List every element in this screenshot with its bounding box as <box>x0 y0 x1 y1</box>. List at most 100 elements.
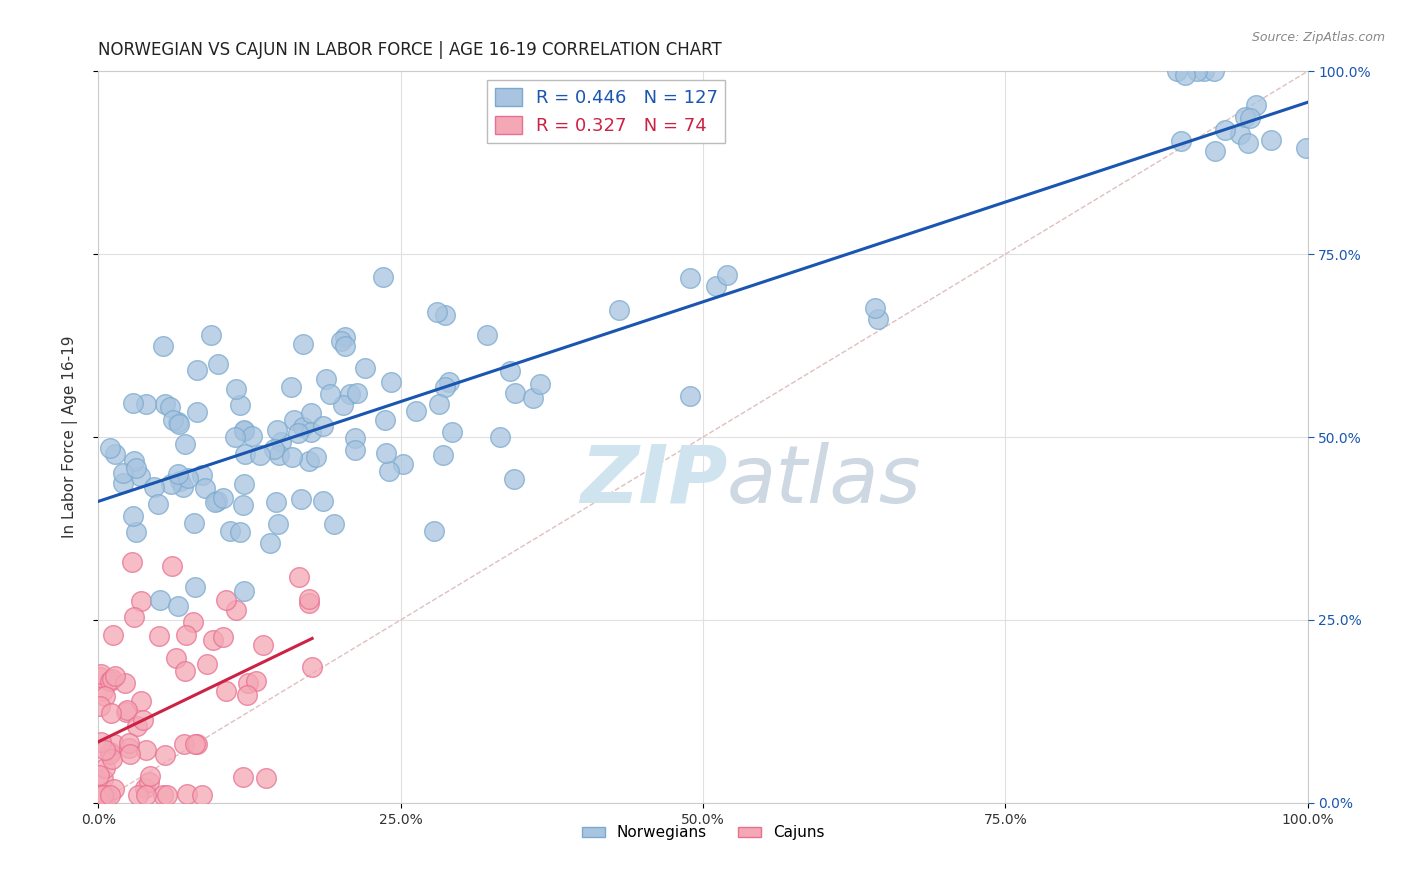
Point <box>174 628 197 642</box>
Point <box>125 719 148 733</box>
Point <box>249 448 271 462</box>
Point <box>91 789 114 803</box>
Point <box>211 491 233 505</box>
Point <box>269 448 291 462</box>
Point <box>529 377 551 392</box>
Point <box>233 447 256 461</box>
Point <box>128 468 150 483</box>
Point <box>1236 136 1258 150</box>
Point <box>103 781 125 796</box>
Point <box>125 525 148 540</box>
Point <box>266 423 288 437</box>
Point <box>181 615 204 629</box>
Point <box>332 398 354 412</box>
Point <box>298 454 321 468</box>
Point <box>160 559 183 574</box>
Point <box>127 789 149 803</box>
Point <box>232 584 254 599</box>
Point <box>224 430 246 444</box>
Point <box>218 524 240 538</box>
Point <box>100 706 122 720</box>
Point <box>135 397 157 411</box>
Point <box>232 770 254 784</box>
Point <box>503 386 526 401</box>
Point <box>232 477 254 491</box>
Point <box>121 556 143 570</box>
Point <box>280 380 302 394</box>
Point <box>174 436 197 450</box>
Point <box>238 676 260 690</box>
Point <box>1295 141 1317 155</box>
Text: Source: ZipAtlas.com: Source: ZipAtlas.com <box>1251 31 1385 45</box>
Point <box>1204 144 1226 158</box>
Point <box>156 789 179 803</box>
Text: atlas: atlas <box>727 442 922 520</box>
Point <box>98 747 121 761</box>
Point <box>165 651 187 665</box>
Point <box>298 591 321 606</box>
Point <box>1234 110 1257 124</box>
Point <box>304 450 326 465</box>
Point <box>522 391 544 405</box>
Point <box>264 495 287 509</box>
Point <box>153 397 176 411</box>
Point <box>204 494 226 508</box>
Point <box>1166 64 1188 78</box>
Point <box>333 339 356 353</box>
Point <box>124 610 146 624</box>
Point <box>207 358 229 372</box>
Point <box>344 432 367 446</box>
Point <box>315 372 337 386</box>
Point <box>318 387 340 401</box>
Point <box>297 597 319 611</box>
Y-axis label: In Labor Force | Age 16-19: In Labor Force | Age 16-19 <box>62 335 77 539</box>
Point <box>426 305 449 319</box>
Point <box>229 525 252 540</box>
Point <box>167 417 190 432</box>
Point <box>312 419 335 434</box>
Point <box>114 705 136 719</box>
Point <box>100 672 122 686</box>
Point <box>93 761 115 775</box>
Point <box>184 580 207 594</box>
Point <box>354 360 377 375</box>
Point <box>344 442 367 457</box>
Point <box>1260 133 1282 147</box>
Point <box>346 386 368 401</box>
Point <box>121 509 143 524</box>
Point <box>93 789 115 803</box>
Point <box>1170 134 1192 148</box>
Point <box>378 464 401 478</box>
Point <box>290 491 312 506</box>
Point <box>186 737 208 751</box>
Point <box>502 472 524 486</box>
Point <box>101 627 124 641</box>
Point <box>104 447 127 461</box>
Point <box>235 688 257 702</box>
Point <box>190 468 212 483</box>
Point <box>423 524 446 538</box>
Point <box>94 690 117 704</box>
Point <box>215 683 238 698</box>
Point <box>98 789 121 803</box>
Point <box>263 442 285 456</box>
Point <box>152 339 174 353</box>
Point <box>118 747 141 761</box>
Point <box>91 772 114 786</box>
Point <box>704 278 727 293</box>
Point <box>291 336 314 351</box>
Point <box>91 683 114 698</box>
Point <box>281 450 304 464</box>
Point <box>232 423 254 437</box>
Point <box>169 474 191 488</box>
Point <box>135 789 157 803</box>
Point <box>87 767 110 781</box>
Point <box>434 308 457 322</box>
Point <box>122 395 145 409</box>
Point <box>167 599 190 614</box>
Point <box>207 494 229 508</box>
Point <box>1192 64 1215 78</box>
Point <box>254 772 277 786</box>
Point <box>186 362 208 376</box>
Point <box>499 364 522 378</box>
